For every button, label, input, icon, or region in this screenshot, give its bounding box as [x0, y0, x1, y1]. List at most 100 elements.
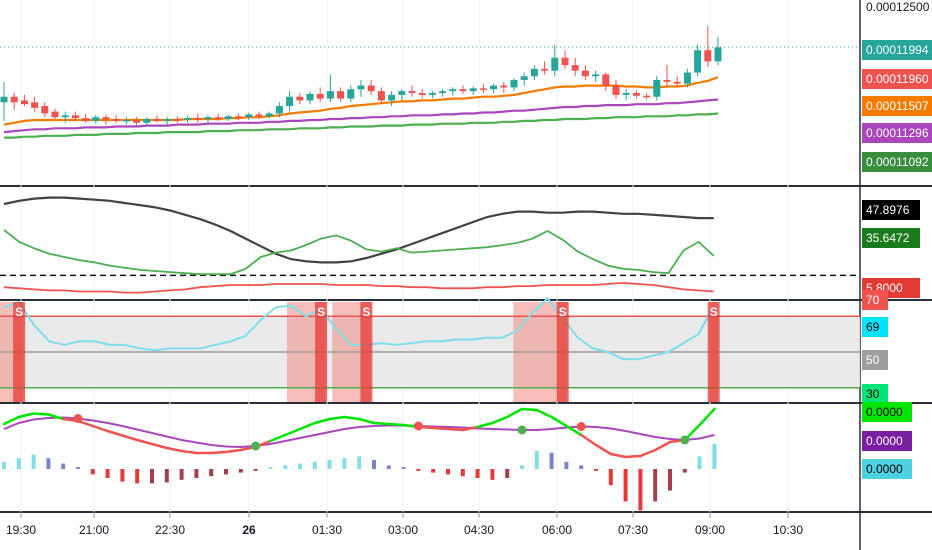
- macd-badge-1-text: 0.0000: [866, 434, 903, 448]
- candle-68: [694, 44, 702, 77]
- rsi-axis-badge-1-bg: [862, 317, 888, 337]
- candle-54: [551, 44, 559, 77]
- macd-line-seg-18: [269, 433, 287, 443]
- time-label-0300: 03:00: [388, 523, 418, 537]
- indicator-pane: [0, 196, 860, 294]
- macd-hist-bar-2: [31, 454, 36, 469]
- macd-hist-bar-8: [120, 469, 125, 482]
- candle-19: [194, 113, 202, 123]
- candle-body-62: [632, 93, 640, 96]
- candle-body-55: [561, 57, 569, 66]
- macd-badge-2: 0.0000: [862, 459, 912, 479]
- macd-line-seg-10: [150, 442, 169, 450]
- macd-badge-1-bg: [862, 431, 912, 451]
- candle-body-25: [255, 114, 263, 117]
- rsi-signal-3: S: [556, 302, 569, 402]
- macd-line-seg-2: [32, 412, 50, 416]
- candle-body-46: [469, 88, 477, 92]
- candle-26: [265, 111, 273, 119]
- time-label-1930: 19:30: [6, 523, 36, 537]
- candle-body-28: [286, 96, 294, 107]
- candle-31: [316, 87, 324, 103]
- indicator-badge-1-text: 35.6472: [866, 231, 910, 245]
- price-badge-1-text: 0.00011960: [866, 72, 929, 86]
- macd-line-seg-47: [698, 407, 716, 427]
- macd-line-seg-24: [357, 417, 376, 425]
- rsi-axis-badge-3-text: 30: [866, 387, 880, 401]
- macd-badge-2-text: 0.0000: [866, 462, 903, 476]
- macd-line-seg-15: [224, 448, 243, 454]
- macd-hist-bar-20: [298, 463, 302, 469]
- macd-hist-bar-46: [682, 469, 687, 473]
- candle-body-14: [143, 119, 151, 123]
- macd-line-seg-35: [520, 407, 539, 412]
- macd-line-seg-8: [121, 434, 139, 442]
- indicator-badge-1: 35.6472: [862, 228, 920, 248]
- time-label-day-26: 26: [242, 523, 256, 537]
- candle-44: [449, 87, 457, 96]
- candle-69: [704, 26, 712, 67]
- macd-hist-bar-45: [668, 469, 672, 491]
- candle-body-7: [71, 115, 79, 119]
- macd-hist-bar-31: [460, 469, 465, 477]
- macd-line-seg-3: [47, 413, 65, 421]
- candle-body-65: [663, 79, 671, 82]
- macd-line-seg-23: [343, 415, 361, 421]
- macd-line-seg-43: [639, 448, 657, 458]
- candle-50: [510, 78, 518, 92]
- rsi-axis-badge-3: 30: [862, 384, 888, 404]
- macd-pane: [2, 407, 717, 511]
- time-label-0900: 09:00: [695, 523, 725, 537]
- candle-body-66: [673, 81, 681, 84]
- macd-badge-2-bg: [862, 459, 912, 479]
- price-badge-2: 0.00011507: [862, 96, 932, 116]
- rsi-signal-0: S: [13, 302, 26, 402]
- candle-body-8: [82, 118, 90, 121]
- candle-body-53: [541, 68, 549, 71]
- candle-body-30: [306, 93, 314, 101]
- rsi-axis-badge-1-text: 69: [866, 320, 880, 334]
- candle-body-59: [602, 74, 610, 86]
- candle-body-5: [51, 111, 59, 118]
- candle-body-39: [398, 91, 406, 95]
- candle-22: [224, 115, 232, 121]
- candle-body-37: [377, 91, 385, 101]
- candle-body-34: [347, 89, 355, 99]
- time-label-0130: 01:30: [312, 523, 342, 537]
- rsi-signal-4: S: [707, 302, 720, 402]
- candle-body-48: [490, 85, 498, 90]
- candle-6: [61, 111, 69, 123]
- macd-hist-bar-30: [446, 469, 450, 475]
- candle-35: [357, 79, 365, 97]
- macd-line-seg-31: [461, 425, 479, 432]
- rsi-signal-label-3: S: [559, 305, 567, 319]
- macd-hist-bar-47: [697, 456, 702, 469]
- candle-56: [571, 57, 579, 77]
- price-axis-tick-top: 0.00012500: [866, 0, 930, 14]
- macd-hist-bar-19: [283, 465, 288, 469]
- macd-hist-bar-40: [594, 469, 598, 471]
- macd-hist-bar-25: [372, 460, 376, 469]
- indicator-badge-0: 47.8976: [862, 200, 920, 220]
- macd-line-seg-19: [283, 427, 302, 437]
- candle-body-47: [479, 88, 487, 90]
- candle-57: [581, 65, 589, 80]
- rsi-signal-bar-0: [13, 302, 26, 402]
- candle-7: [71, 111, 79, 121]
- rsi-line: [3, 296, 715, 361]
- macd-line-seg-7: [106, 429, 124, 437]
- macd-hist-bar-12: [179, 469, 184, 480]
- macd-hist-bar-37: [549, 452, 554, 469]
- candle-body-35: [357, 85, 365, 90]
- candle-body-10: [102, 117, 110, 120]
- macd-hist-bar-0: [2, 461, 6, 469]
- price-pane: [0, 26, 860, 139]
- macd-line-seg-32: [476, 421, 494, 429]
- candle-1: [10, 93, 18, 110]
- candle-63: [643, 93, 651, 100]
- candle-30: [306, 91, 314, 105]
- macd-hist-bar-10: [150, 469, 154, 484]
- candle-39: [398, 89, 406, 101]
